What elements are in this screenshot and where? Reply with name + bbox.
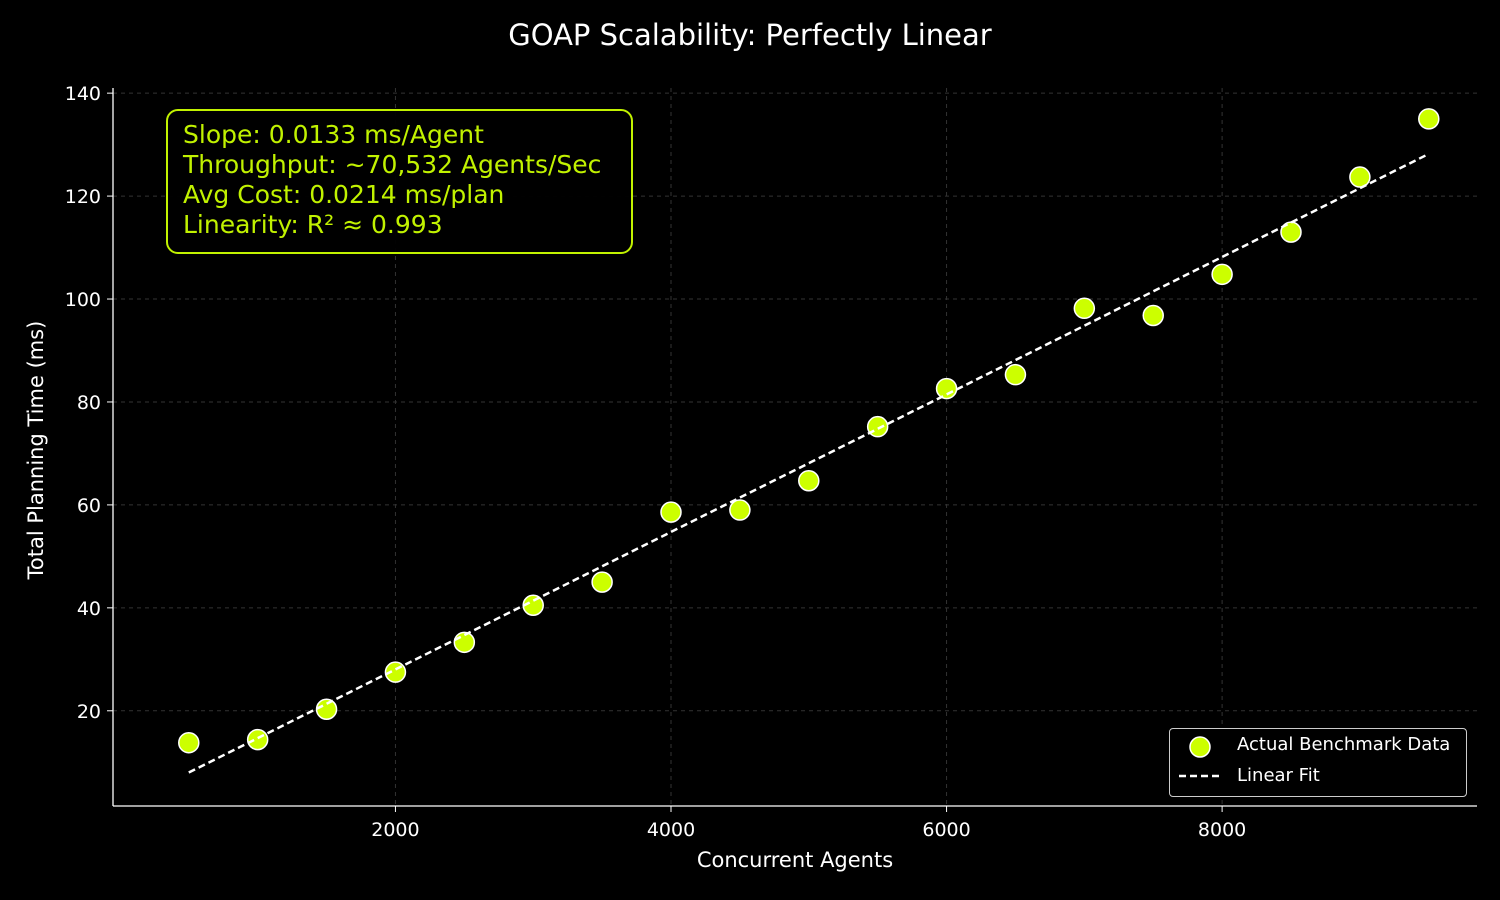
legend-markers — [1179, 736, 1221, 778]
stat-avg-cost: Avg Cost: 0.0214 ms/plan — [183, 180, 505, 209]
legend-label-data: Actual Benchmark Data — [1237, 734, 1451, 755]
y-tick-label: 100 — [65, 289, 101, 311]
chart-title: GOAP Scalability: Perfectly Linear — [508, 18, 992, 52]
data-point — [798, 469, 820, 492]
data-point — [935, 377, 958, 400]
y-tick-label: 20 — [77, 701, 101, 723]
data-point — [1349, 166, 1371, 188]
stat-slope: Slope: 0.0133 ms/Agent — [183, 120, 484, 149]
data-point — [729, 499, 751, 521]
data-point — [591, 571, 613, 593]
y-tick-label: 80 — [77, 392, 101, 414]
stat-throughput: Throughput: ~70,532 Agents/Sec — [183, 150, 602, 179]
data-point — [1418, 108, 1440, 130]
data-point — [178, 731, 200, 754]
data-point — [1142, 304, 1164, 327]
data-point — [1211, 263, 1233, 286]
data-point — [246, 728, 269, 751]
data-point — [1004, 363, 1027, 386]
data-point — [660, 501, 682, 523]
data-point — [1073, 297, 1096, 320]
x-tick-label: 8000 — [1198, 819, 1246, 841]
stat-linearity: Linearity: R² ≈ 0.993 — [183, 210, 443, 239]
y-axis-label: Total Planning Time (ms) — [24, 320, 48, 580]
x-tick-label: 4000 — [647, 819, 695, 841]
y-tick-label: 140 — [65, 83, 101, 105]
data-point — [315, 698, 338, 720]
x-tick-label: 2000 — [371, 819, 419, 841]
x-tick-label: 6000 — [922, 819, 970, 841]
data-point — [453, 631, 476, 654]
stats-annotation-box: Slope: 0.0133 ms/Agent Throughput: ~70,5… — [166, 109, 633, 254]
y-tick-label: 40 — [77, 598, 101, 620]
y-tick-label: 120 — [65, 186, 101, 208]
data-point — [522, 594, 544, 617]
x-axis-label: Concurrent Agents — [696, 848, 894, 872]
legend-label-fit: Linear Fit — [1237, 765, 1320, 786]
y-tick-label: 60 — [77, 495, 101, 517]
legend: Actual Benchmark Data Linear Fit — [1169, 728, 1467, 797]
legend-scatter-marker-icon — [1189, 736, 1211, 758]
